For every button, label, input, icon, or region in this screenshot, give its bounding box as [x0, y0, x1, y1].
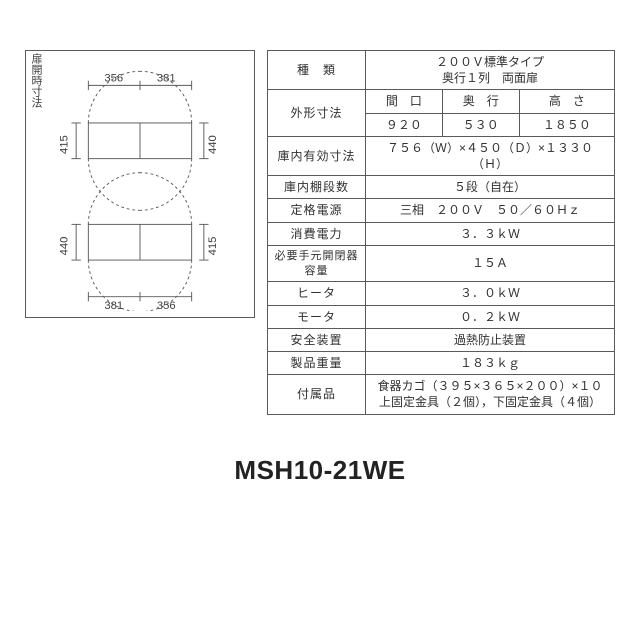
label-accessory: 付属品 — [268, 375, 366, 414]
val-width: ９２０ — [366, 113, 443, 136]
row-type: 種 類 ２００Ｖ標準タイプ 奥行１列 両面扉 — [268, 51, 615, 90]
model-number: MSH10-21WE — [25, 455, 615, 486]
row-heater: ヒータ ３．０ｋＷ — [268, 282, 615, 305]
dim-top-left: 356 — [104, 73, 123, 85]
row-inner: 庫内有効寸法 ７５６（Ｗ）×４５０（Ｄ）×１３３０（Ｈ） — [268, 136, 615, 175]
row-weight: 製品重量 １８３ｋｇ — [268, 351, 615, 374]
label-heater: ヒータ — [268, 282, 366, 305]
row-motor: モータ ０．２ｋＷ — [268, 305, 615, 328]
label-safety: 安全装置 — [268, 328, 366, 351]
door-swing-diagram: 扉開時寸法 — [25, 50, 255, 318]
label-outer: 外形寸法 — [268, 90, 366, 136]
val-height: １８５０ — [519, 113, 614, 136]
diagram-side-label: 扉開時寸法 — [28, 53, 44, 108]
row-safety: 安全装置 過熱防止装置 — [268, 328, 615, 351]
spec-table: 種 類 ２００Ｖ標準タイプ 奥行１列 両面扉 外形寸法 間 口 奥 行 高 さ … — [267, 50, 615, 415]
col-height: 高 さ — [519, 90, 614, 113]
label-breaker: 必要手元開閉器容量 — [268, 245, 366, 282]
dim-bottom-left: 381 — [104, 300, 123, 311]
row-breaker: 必要手元開閉器容量 １５Ａ — [268, 245, 615, 282]
label-inner: 庫内有効寸法 — [268, 136, 366, 175]
value-power: 三相 ２００Ｖ ５０／６０Ｈｚ — [366, 199, 615, 222]
dim-left-upper: 415 — [59, 135, 71, 154]
value-consumption: ３．３ｋＷ — [366, 222, 615, 245]
value-type: ２００Ｖ標準タイプ 奥行１列 両面扉 — [366, 51, 615, 90]
dim-bottom-right: 356 — [157, 300, 176, 311]
label-consumption: 消費電力 — [268, 222, 366, 245]
value-motor: ０．２ｋＷ — [366, 305, 615, 328]
spec-table-container: 種 類 ２００Ｖ標準タイプ 奥行１列 両面扉 外形寸法 間 口 奥 行 高 さ … — [267, 50, 615, 415]
row-accessory: 付属品 食器カゴ（３９５×３６５×２００）×１０ 上固定金具（２個），下固定金具… — [268, 375, 615, 414]
value-shelves: ５段（自在） — [366, 176, 615, 199]
document-area: 扉開時寸法 — [25, 50, 615, 486]
value-accessory: 食器カゴ（３９５×３６５×２００）×１０ 上固定金具（２個），下固定金具（４個） — [366, 375, 615, 414]
value-heater: ３．０ｋＷ — [366, 282, 615, 305]
val-depth: ５３０ — [442, 113, 519, 136]
value-breaker: １５Ａ — [366, 245, 615, 282]
row-shelves: 庫内棚段数 ５段（自在） — [268, 176, 615, 199]
row-power: 定格電源 三相 ２００Ｖ ５０／６０Ｈｚ — [268, 199, 615, 222]
value-safety: 過熱防止装置 — [366, 328, 615, 351]
row-outer-header: 外形寸法 間 口 奥 行 高 さ — [268, 90, 615, 113]
diagram-svg: 356 381 381 356 415 — [32, 57, 248, 311]
dim-left-lower: 440 — [59, 237, 71, 256]
label-type: 種 類 — [268, 51, 366, 90]
value-weight: １８３ｋｇ — [366, 351, 615, 374]
dim-top-right: 381 — [157, 73, 176, 85]
label-weight: 製品重量 — [268, 351, 366, 374]
label-power: 定格電源 — [268, 199, 366, 222]
dim-right-lower: 415 — [207, 237, 219, 256]
col-width: 間 口 — [366, 90, 443, 113]
row-consumption: 消費電力 ３．３ｋＷ — [268, 222, 615, 245]
label-shelves: 庫内棚段数 — [268, 176, 366, 199]
value-inner: ７５６（Ｗ）×４５０（Ｄ）×１３３０（Ｈ） — [366, 136, 615, 175]
col-depth: 奥 行 — [442, 90, 519, 113]
label-motor: モータ — [268, 305, 366, 328]
dim-right-upper: 440 — [207, 135, 219, 154]
columns: 扉開時寸法 — [25, 50, 615, 415]
